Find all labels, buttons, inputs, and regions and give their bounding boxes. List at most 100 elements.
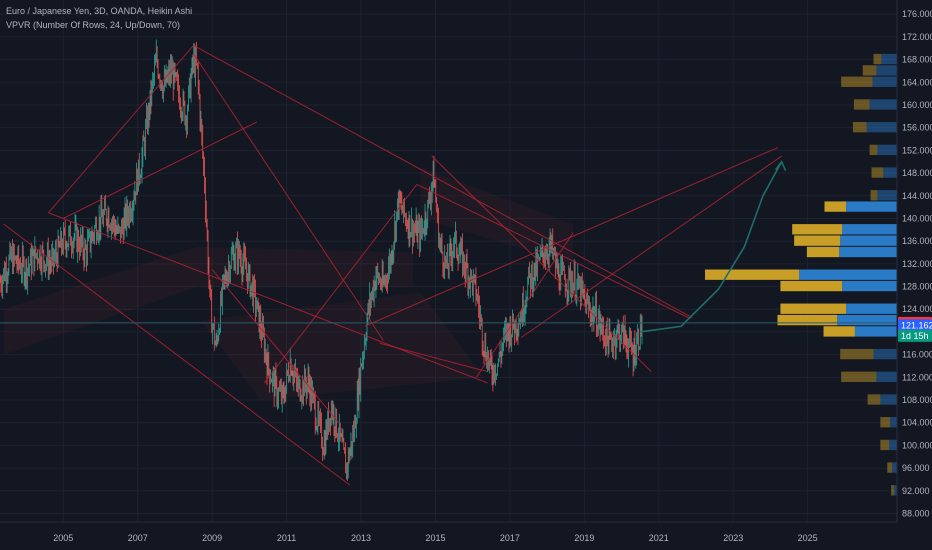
vp-down-bar (705, 269, 800, 280)
vp-up-bar (877, 190, 897, 201)
price-tick-label: 116.000 (902, 350, 932, 360)
time-tick-label: 2013 (351, 533, 371, 543)
time-axis: 2005 2007 2009 2011 2013 2015 2017 2019 2021 2023… (53, 533, 817, 543)
time-tick-label: 2023 (723, 533, 743, 543)
vp-up-bar (876, 65, 897, 76)
price-tick-label: 164.000 (902, 77, 932, 87)
vp-up-bar (866, 121, 897, 133)
price-label: 1d 15h (901, 331, 929, 341)
vp-up-bar (881, 53, 897, 65)
price-tick-label: 92.000 (902, 486, 930, 496)
price-tick-label: 140.000 (902, 213, 932, 223)
vp-up-bar (842, 224, 897, 235)
vp-up-bar (892, 462, 897, 473)
time-tick-label: 2005 (53, 533, 73, 543)
channel-fill (3, 246, 414, 355)
time-tick-label: 2011 (277, 533, 296, 543)
trendline (520, 155, 782, 339)
vp-up-bar (890, 417, 897, 428)
price-tick-label: 176.000 (902, 9, 932, 19)
symbol-title[interactable]: Euro / Japanese Yen, 3D, OANDA, Heikin A… (6, 6, 193, 16)
trendline (416, 183, 689, 319)
price-tick-label: 112.000 (902, 372, 932, 382)
price-tick-label: 108.000 (902, 395, 932, 405)
vp-up-bar (876, 371, 897, 382)
price-label-bg (898, 319, 932, 332)
trendline (193, 53, 384, 341)
time-tick-label: 2025 (798, 533, 818, 543)
vp-down-bar (871, 167, 884, 178)
time-tick-label: 2009 (202, 533, 222, 543)
trendline (431, 155, 652, 372)
vp-down-bar (824, 201, 847, 212)
trendline (193, 44, 693, 319)
vp-down-bar (823, 326, 855, 337)
vp-up-bar (889, 439, 897, 451)
vp-down-bar (862, 65, 877, 76)
trendline (263, 184, 418, 384)
vp-down-bar (794, 235, 841, 246)
vp-up-bar (877, 144, 897, 156)
vp-down-bar (880, 439, 890, 451)
trendline (63, 121, 258, 219)
vp-up-bar (846, 303, 897, 314)
time-tick-label: 2007 (128, 533, 148, 543)
vp-down-bar (780, 303, 847, 314)
vp-up-bar (873, 348, 897, 360)
vp-down-bar (777, 314, 838, 326)
vp-up-bar (872, 76, 897, 87)
vp-down-bar (887, 462, 893, 473)
trendline (211, 269, 340, 424)
vp-down-bar (869, 144, 878, 156)
vp-up-bar (837, 314, 897, 326)
price-label: 121.162 (901, 320, 932, 330)
vp-down-bar (841, 76, 873, 87)
price-tick-label: 152.000 (902, 145, 932, 155)
price-tick-label: 104.000 (902, 418, 932, 428)
time-tick-label: 2015 (425, 533, 445, 543)
time-tick-label: 2021 (649, 533, 669, 543)
price-tick-label: 144.000 (902, 191, 932, 201)
vp-down-bar (806, 246, 840, 258)
price-tick-label: 172.000 (902, 32, 932, 42)
price-tick-label: 96.000 (902, 463, 930, 473)
price-tick-label: 136.000 (902, 236, 932, 246)
price-tick-label: 88.000 (902, 508, 930, 518)
vp-up-bar (880, 394, 897, 405)
vp-down-bar (780, 280, 843, 292)
price-tick-label: 160.000 (902, 100, 932, 110)
price-axis: 176.000 172.000 168.000 164.000 160.000 156.0… (898, 9, 932, 518)
projection-curve (640, 161, 783, 333)
projection-arrowhead (774, 160, 787, 172)
price-tick-label: 124.000 (902, 304, 932, 314)
time-tick-label: 2017 (500, 533, 520, 543)
candles (0, 39, 643, 481)
vp-down-bar (853, 99, 870, 110)
vp-down-bar (852, 121, 867, 133)
price-tick-label: 128.000 (902, 282, 932, 292)
vp-down-bar (891, 485, 895, 496)
channel-fill (420, 167, 574, 264)
price-label-bg (898, 329, 932, 342)
price-tick-label: 168.000 (902, 55, 932, 65)
trendline (3, 223, 351, 486)
vp-up-bar (869, 99, 897, 110)
vp-down-bar (792, 224, 843, 235)
price-tick-label: 148.000 (902, 168, 932, 178)
vp-up-bar (883, 167, 897, 178)
grid (0, 0, 897, 522)
vp-up-bar (894, 485, 897, 496)
indicator-legend[interactable]: VPVR (Number Of Rows, 24, Up/Down, 70) (6, 20, 181, 30)
vp-up-bar (840, 235, 897, 246)
trendline (379, 342, 488, 373)
vp-up-bar (799, 269, 897, 280)
vp-up-bar (846, 201, 897, 212)
vp-down-bar (840, 348, 874, 360)
vp-down-bar (873, 53, 882, 65)
vp-down-bar (841, 371, 877, 382)
vp-down-bar (867, 394, 881, 405)
volume-profile (705, 53, 897, 496)
trendlines (3, 44, 782, 486)
trendline (475, 232, 574, 378)
